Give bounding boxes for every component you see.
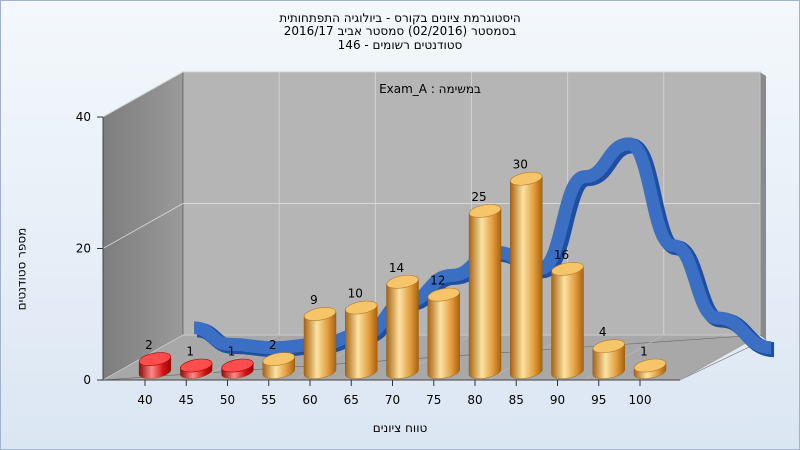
bar-80 xyxy=(468,208,502,379)
bar-top-40 xyxy=(138,352,172,366)
x-tick-label-45: 45 xyxy=(179,393,194,407)
bar-top-85 xyxy=(510,171,543,186)
bar-top-65 xyxy=(345,300,378,315)
bar-70 xyxy=(386,279,419,379)
data-label-95: 4 xyxy=(599,325,607,339)
chart-title-line-3: סטודנטים רשומים - 146 xyxy=(337,38,463,52)
x-tick-label-95: 95 xyxy=(591,393,606,407)
bar-top-100 xyxy=(633,358,667,373)
bar-top-95 xyxy=(592,339,625,354)
x-tick-label-75: 75 xyxy=(426,393,441,407)
y-tick-label: 20 xyxy=(76,242,91,256)
bar-top-80 xyxy=(468,204,502,218)
data-label-100: 1 xyxy=(640,345,648,359)
data-label-45: 1 xyxy=(186,345,194,359)
data-label-65: 10 xyxy=(348,287,363,301)
data-label-60: 9 xyxy=(310,293,318,307)
data-label-80: 25 xyxy=(471,190,486,204)
bar-top-50 xyxy=(221,358,254,373)
x-tick-label-60: 60 xyxy=(302,393,317,407)
data-label-40: 2 xyxy=(145,338,153,352)
y-axis-label: מספר סטודנטים xyxy=(14,227,29,311)
x-tick-label-100: 100 xyxy=(629,393,652,407)
x-tick-label-80: 80 xyxy=(467,393,482,407)
data-label-85: 30 xyxy=(513,158,528,172)
bar-top-45 xyxy=(180,358,213,373)
bar-75 xyxy=(427,292,460,379)
x-tick-label-65: 65 xyxy=(344,393,359,407)
wall-edge xyxy=(760,72,766,339)
gridline-side xyxy=(102,203,184,249)
bar-90 xyxy=(551,266,584,379)
data-label-75: 12 xyxy=(430,274,445,288)
x-tick-label-50: 50 xyxy=(220,393,235,407)
x-tick-label-85: 85 xyxy=(509,393,524,407)
y-tick-label: 0 xyxy=(83,373,91,387)
bar-top-90 xyxy=(551,262,584,276)
data-label-55: 2 xyxy=(269,338,277,352)
bar-top-70 xyxy=(386,274,419,289)
data-label-50: 1 xyxy=(228,345,236,359)
x-tick-label-90: 90 xyxy=(550,393,565,407)
data-label-70: 14 xyxy=(389,261,404,275)
data-label-90: 16 xyxy=(554,248,569,262)
x-tick-label-55: 55 xyxy=(261,393,276,407)
bar-top-75 xyxy=(427,287,460,302)
x-tick-label-70: 70 xyxy=(385,393,400,407)
bar-top-55 xyxy=(262,352,295,366)
exam-annotation: במשימה : Exam_A xyxy=(379,82,481,96)
bar-60 xyxy=(303,311,337,379)
gridline-side xyxy=(102,71,184,118)
bar-85 xyxy=(510,176,543,379)
chart-title-line-2: בסמסטר (02/2016) סמסטר אביב 2016/17 xyxy=(283,24,517,38)
x-axis-label: טווח ציונים xyxy=(372,421,428,435)
x-tick-label-40: 40 xyxy=(137,393,152,407)
bar-top-60 xyxy=(303,307,337,321)
bar-65 xyxy=(345,305,378,379)
chart-title-line-1: היסטוגרמת ציונים בקורס - ביולוגיה התפתחו… xyxy=(279,11,521,25)
y-tick-label: 40 xyxy=(76,110,91,124)
